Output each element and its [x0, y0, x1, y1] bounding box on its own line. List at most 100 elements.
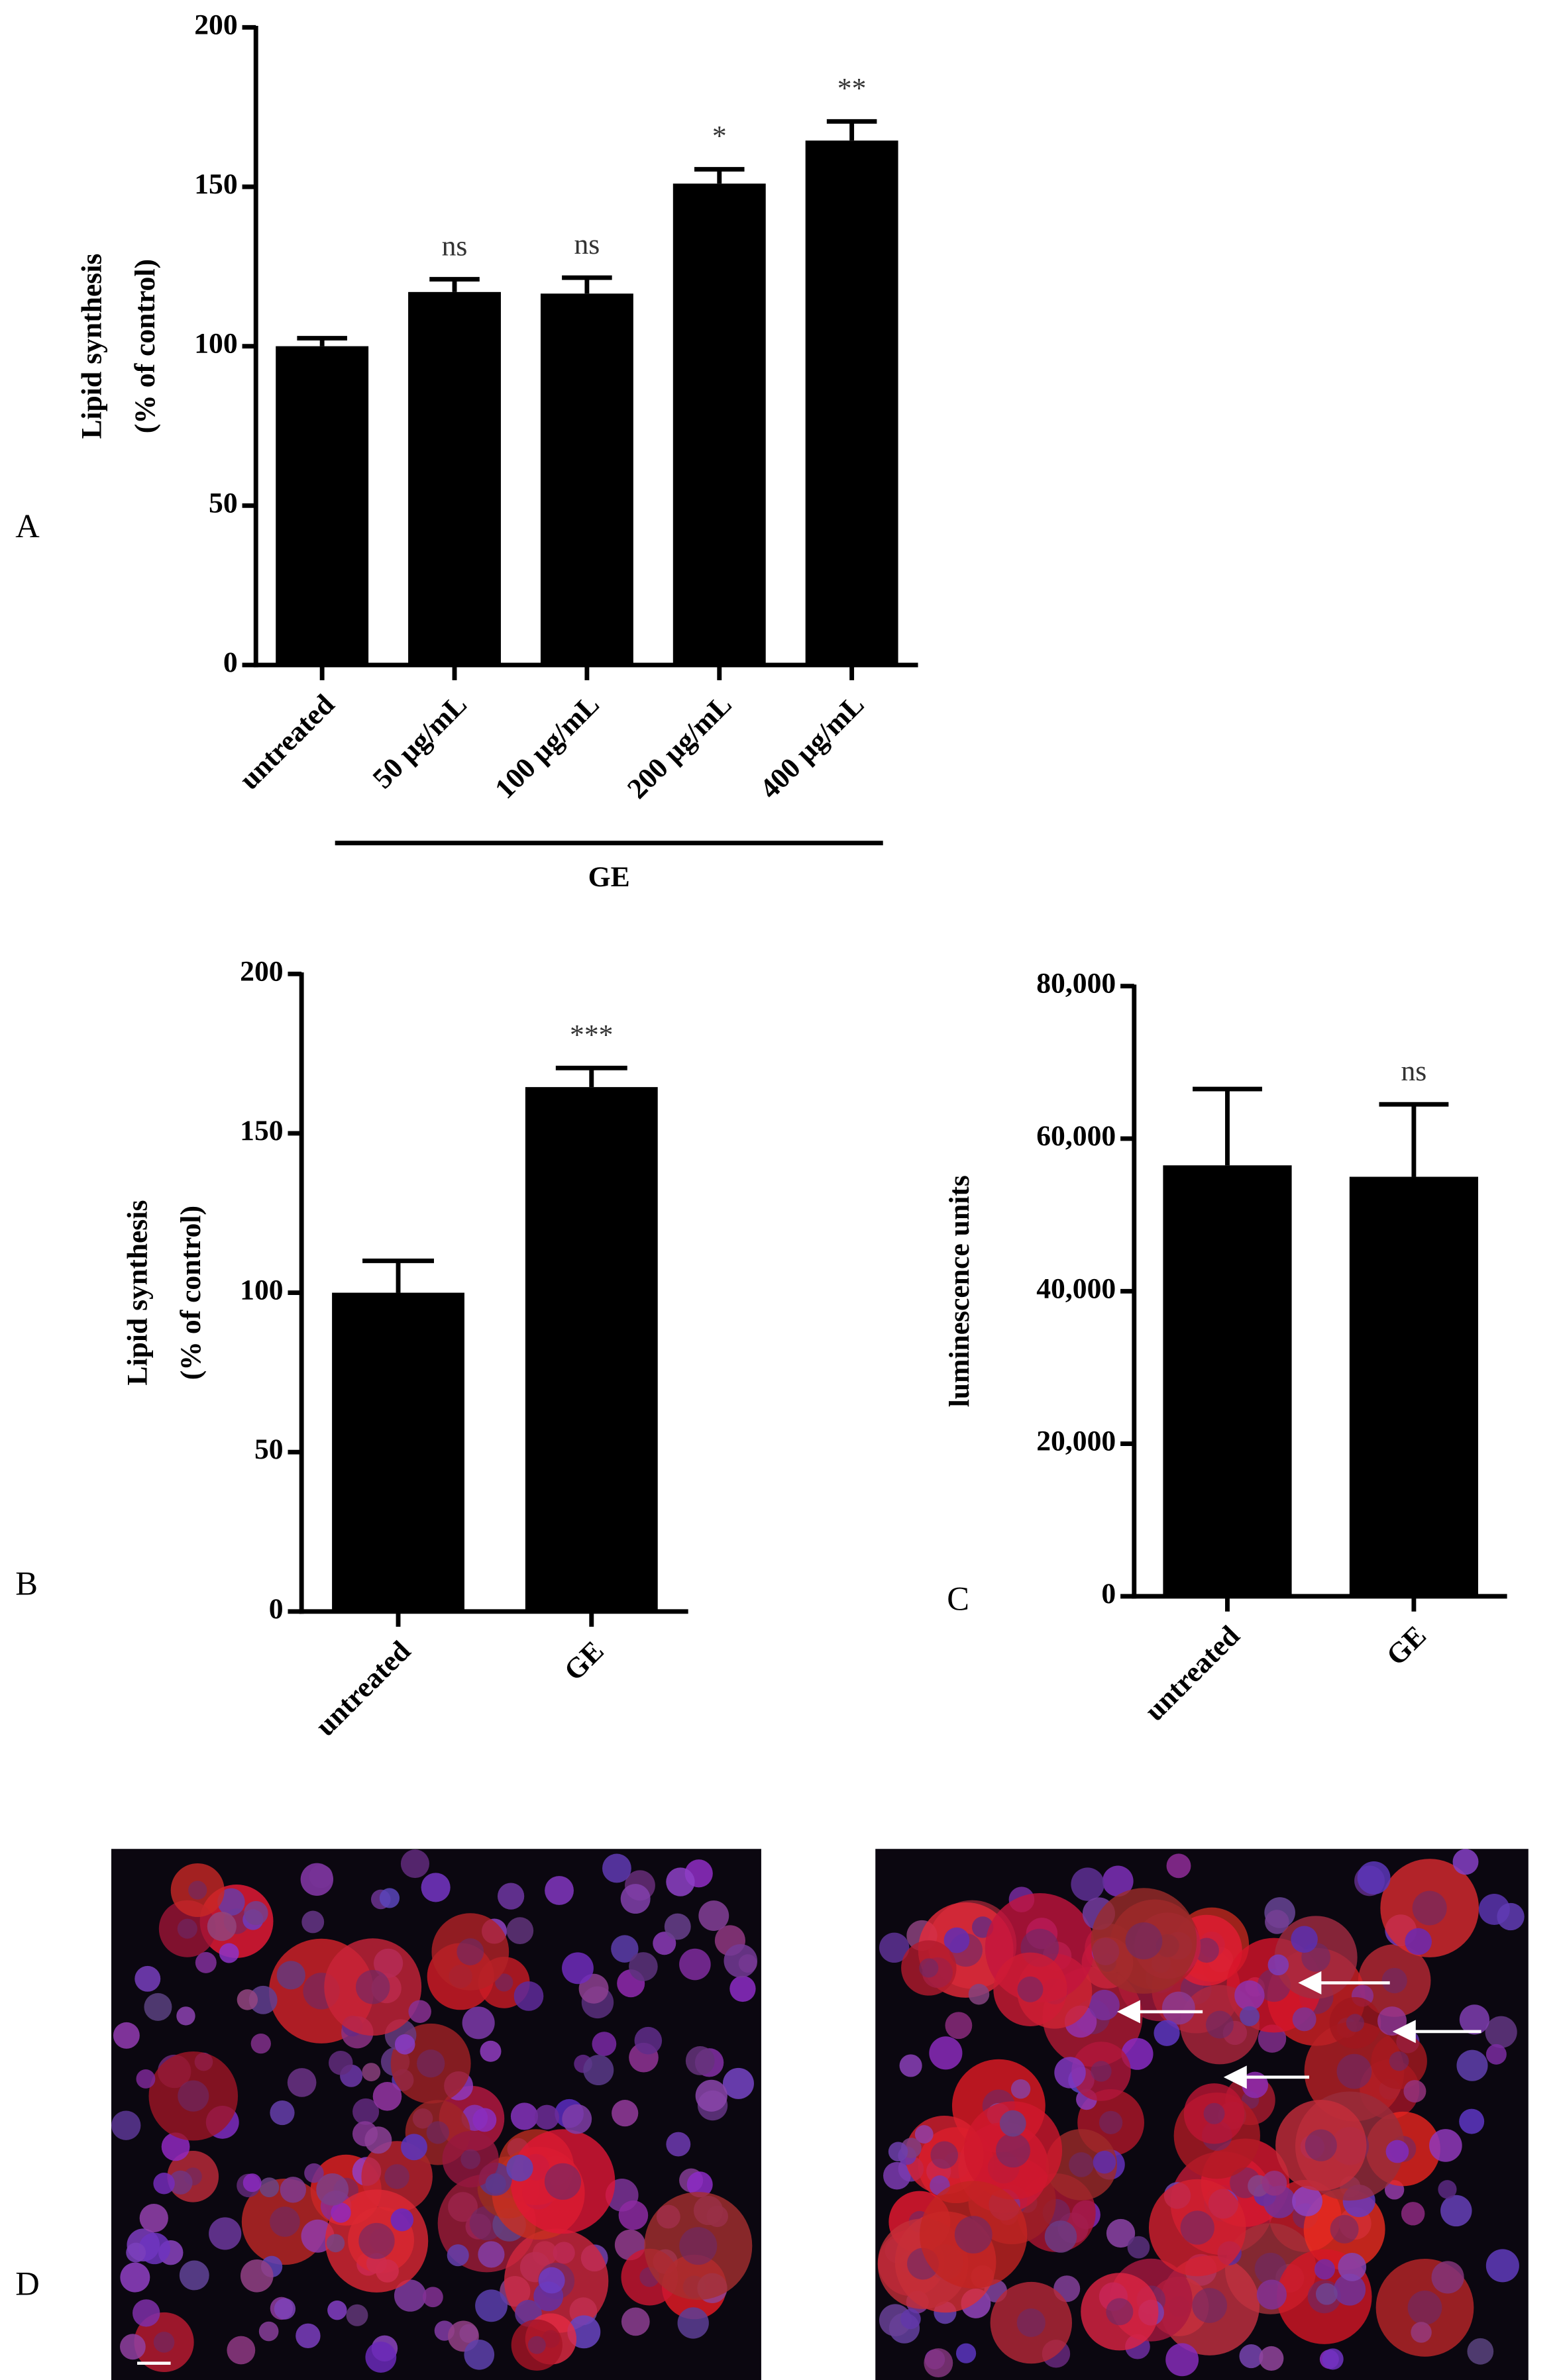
cell: [968, 1983, 990, 2005]
cell: [611, 1935, 639, 1963]
bar: [276, 346, 369, 665]
cell: [1429, 2129, 1462, 2162]
x-tick-label: untreated: [309, 1635, 417, 1742]
cell: [583, 2055, 614, 2086]
y-tick-label: 20,000: [1036, 1425, 1116, 1457]
cell: [1240, 2006, 1260, 2026]
cell: [276, 1961, 305, 1990]
significance-label: ns: [1401, 1055, 1427, 1087]
cell: [179, 2260, 209, 2291]
y-tick-label: 150: [240, 1115, 283, 1147]
cell: [1431, 2261, 1464, 2294]
error-bar: [826, 119, 877, 141]
cell: [1054, 2057, 1086, 2089]
cell: [698, 1900, 729, 1932]
nucleus: [930, 2141, 958, 2169]
cell: [1267, 1954, 1289, 1976]
cell: [677, 2307, 709, 2339]
bar: [525, 1087, 658, 1612]
bar: [332, 1292, 464, 1612]
cell: [394, 2034, 415, 2055]
x-tick-label: GE: [1380, 1620, 1432, 1672]
cell: [1405, 1928, 1432, 1955]
nucleus: [1412, 1890, 1447, 1926]
cell: [394, 2279, 427, 2312]
cell: [120, 2262, 150, 2293]
cell: [955, 2343, 977, 2363]
y-axis-label: luminescence units: [943, 1175, 975, 1407]
cell: [1322, 2348, 1344, 2370]
nucleus: [460, 2149, 481, 2169]
cell: [136, 2069, 156, 2089]
cell: [485, 2173, 506, 2195]
nucleus: [544, 2163, 582, 2200]
cell: [316, 2173, 349, 2206]
nucleus: [270, 2206, 300, 2237]
cell: [883, 2161, 911, 2190]
cell: [1485, 2016, 1517, 2048]
cell: [1315, 2283, 1338, 2305]
cell: [168, 2170, 193, 2195]
cell: [139, 2203, 168, 2233]
cell: [679, 1948, 711, 1981]
cell: [195, 1951, 217, 1973]
cell: [506, 2154, 533, 2182]
cell: [612, 2100, 639, 2127]
cell: [1093, 2150, 1116, 2174]
cell: [379, 1888, 400, 1908]
cell: [1071, 1867, 1104, 1901]
cell: [686, 2171, 713, 2198]
nucleus: [358, 2222, 395, 2259]
cell: [301, 1910, 325, 1934]
error-bar: [694, 167, 745, 184]
cell: [304, 2163, 324, 2183]
cells: [111, 1849, 1525, 2378]
cell: [138, 2232, 170, 2265]
nucleus: [1305, 2129, 1337, 2161]
nucleus: [1091, 2061, 1112, 2082]
cell: [618, 2200, 649, 2230]
cell: [621, 2307, 650, 2336]
nucleus: [1125, 1922, 1163, 1960]
cell: [1265, 1910, 1289, 1934]
cell: [1456, 2049, 1488, 2081]
nucleus: [1330, 2214, 1359, 2244]
nucleus: [1254, 2252, 1287, 2285]
cell: [1401, 2202, 1425, 2226]
cell: [464, 2339, 495, 2370]
error-bar: [362, 1258, 434, 1293]
cell: [914, 2125, 934, 2144]
nucleus: [679, 2227, 718, 2265]
cell: [729, 1975, 756, 2002]
y-tick-label: 40,000: [1036, 1272, 1116, 1304]
cell: [634, 2026, 663, 2055]
cell: [1403, 2080, 1426, 2103]
error-bar: [297, 336, 347, 346]
arrow-head: [1392, 2020, 1416, 2044]
y-tick-label: 0: [1101, 1578, 1116, 1610]
cell: [538, 2267, 565, 2294]
bar: [1163, 1165, 1292, 1596]
nucleus: [188, 1881, 207, 1900]
cell: [250, 2033, 271, 2054]
cell: [724, 1943, 758, 1978]
cell: [534, 2104, 560, 2130]
cell: [685, 2046, 715, 2075]
cell: [1165, 2343, 1199, 2377]
cell: [478, 2241, 505, 2268]
cell: [1089, 1989, 1120, 2020]
bar: [408, 291, 501, 665]
cell: [362, 2063, 381, 2082]
cell: [1357, 1861, 1391, 1894]
cell: [161, 2132, 190, 2161]
cell: [372, 2082, 402, 2111]
nucleus: [417, 2049, 445, 2078]
cell: [1292, 2007, 1317, 2032]
cell: [287, 2068, 317, 2097]
cell: [497, 1883, 525, 1910]
cell: [133, 2299, 160, 2327]
cell: [1010, 2079, 1031, 2099]
cell: [134, 1965, 161, 1992]
